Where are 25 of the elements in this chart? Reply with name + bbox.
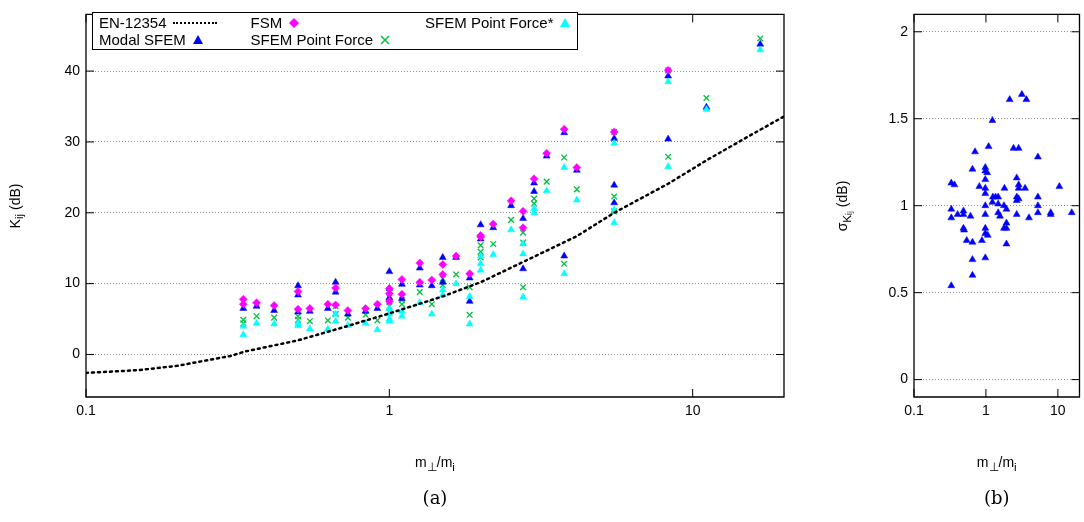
text: (b) (983, 487, 1010, 508)
y-tick-label: 10 (64, 274, 81, 291)
x-axis-title: m$_{⊥}$/m$_{i}$ (415, 454, 455, 474)
y-tick-label: 1.5 (888, 109, 909, 126)
x-axis-title: m$_{⊥}$/m$_{i}$ (976, 454, 1017, 474)
x-tick-label: 1 (982, 402, 991, 419)
y-tick-label: 0.5 (888, 283, 909, 300)
y-tick-label: 0 (72, 345, 81, 362)
legend-label: EN-12354 (99, 14, 167, 31)
x-tick-label: 1 (385, 402, 394, 419)
legend-label: SFEM Point Force* (425, 14, 554, 31)
y-tick-label: 0 (900, 370, 909, 387)
legend-label: SFEM Point Force (250, 31, 374, 48)
y-tick-label: 2 (900, 22, 909, 39)
legend-label: FSM (250, 14, 283, 31)
x-tick-label: 0.1 (904, 402, 924, 419)
y-tick-label: 40 (64, 61, 81, 78)
y-tick-label: 20 (64, 203, 81, 220)
y-tick-label: 1 (900, 196, 909, 213)
x-tick-label: 10 (1050, 402, 1066, 419)
x-tick-label: 0.1 (76, 402, 96, 419)
legend-label: Modal SFEM (99, 31, 186, 48)
y-tick-label: 30 (64, 132, 81, 149)
x-tick-label: 10 (684, 402, 701, 419)
text: (a) (422, 487, 448, 508)
